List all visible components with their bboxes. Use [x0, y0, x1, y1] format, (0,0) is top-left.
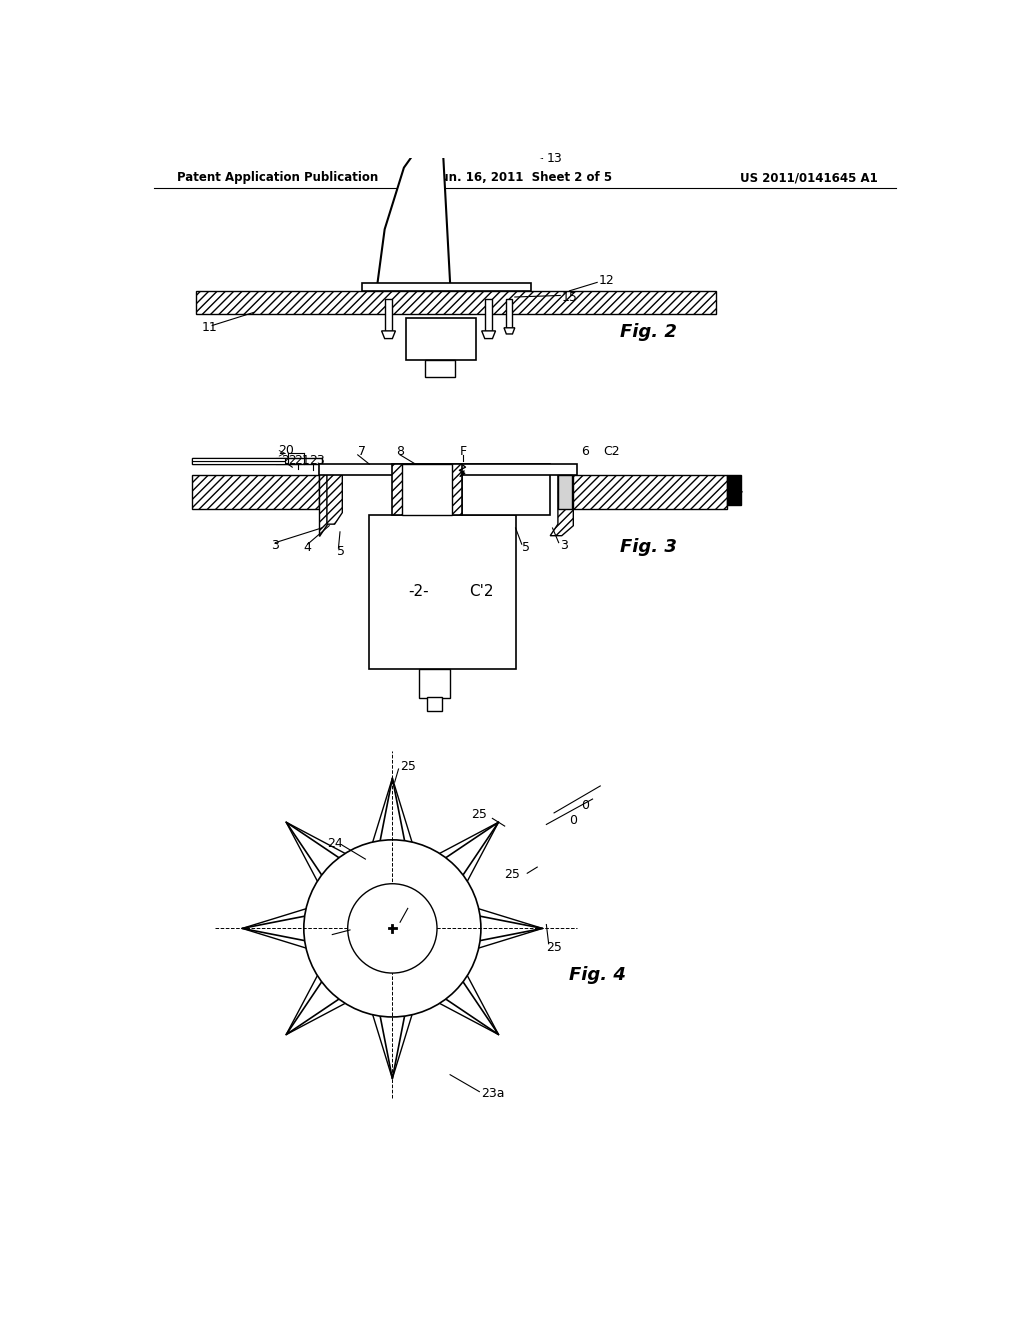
Text: 24: 24 — [315, 929, 331, 942]
Text: Fig. 4: Fig. 4 — [569, 966, 627, 983]
Text: 16: 16 — [422, 329, 437, 342]
Text: 14: 14 — [444, 338, 461, 351]
Text: 3: 3 — [560, 539, 568, 552]
Text: 7: 7 — [357, 445, 366, 458]
Text: 11: 11 — [202, 321, 217, 334]
Text: 22: 22 — [282, 454, 297, 467]
Text: 21: 21 — [295, 454, 310, 467]
Bar — [419, 669, 451, 698]
Circle shape — [348, 884, 437, 973]
Text: 8: 8 — [396, 445, 404, 458]
Text: 12: 12 — [599, 273, 614, 286]
Text: 25: 25 — [400, 760, 416, 774]
Text: 24: 24 — [408, 899, 424, 912]
Text: Fig. 3: Fig. 3 — [620, 539, 677, 556]
Text: -2-: -2- — [408, 585, 428, 599]
Text: 23: 23 — [309, 454, 325, 467]
Text: 4: 4 — [304, 541, 311, 554]
Polygon shape — [319, 466, 337, 536]
Text: 24: 24 — [327, 837, 343, 850]
Text: 25: 25 — [504, 869, 520, 882]
Text: Jun. 16, 2011  Sheet 2 of 5: Jun. 16, 2011 Sheet 2 of 5 — [437, 172, 612, 185]
Polygon shape — [243, 779, 543, 1078]
Bar — [370, 515, 515, 669]
Bar — [425, 360, 455, 378]
Text: 0: 0 — [581, 799, 589, 812]
Text: 5: 5 — [521, 541, 529, 554]
Polygon shape — [504, 327, 515, 334]
Bar — [462, 465, 550, 515]
Text: C2: C2 — [603, 445, 620, 458]
Bar — [401, 465, 453, 515]
Polygon shape — [550, 475, 573, 536]
Bar — [427, 697, 442, 711]
Bar — [484, 298, 493, 331]
Text: 25: 25 — [547, 941, 562, 954]
Bar — [193, 458, 322, 465]
Text: Fig. 2: Fig. 2 — [620, 322, 677, 341]
Bar — [385, 298, 392, 331]
Circle shape — [304, 840, 481, 1016]
Text: 0: 0 — [569, 814, 578, 828]
Text: 15: 15 — [562, 290, 578, 304]
Polygon shape — [327, 471, 342, 524]
Text: Patent Application Publication: Patent Application Publication — [177, 172, 378, 185]
Text: 23a: 23a — [481, 1088, 505, 1101]
Text: US 2011/0141645 A1: US 2011/0141645 A1 — [739, 172, 878, 185]
Polygon shape — [481, 331, 496, 339]
Bar — [573, 475, 727, 508]
Text: 20: 20 — [279, 444, 294, 457]
Bar — [558, 475, 571, 508]
Bar — [727, 475, 741, 506]
Bar — [506, 298, 512, 327]
Text: C'2: C'2 — [469, 585, 494, 599]
Bar — [193, 458, 285, 461]
Bar — [193, 475, 319, 508]
Text: 6: 6 — [581, 445, 589, 458]
Bar — [407, 318, 475, 360]
Text: 3: 3 — [271, 539, 280, 552]
Bar — [319, 465, 578, 475]
Text: 25: 25 — [472, 808, 487, 821]
Bar — [193, 461, 285, 465]
Polygon shape — [382, 331, 395, 339]
Text: F: F — [460, 445, 467, 458]
Text: 13: 13 — [547, 152, 562, 165]
Bar — [196, 290, 716, 314]
Bar — [361, 284, 531, 290]
Text: 5: 5 — [337, 545, 345, 557]
Polygon shape — [377, 133, 453, 290]
Bar — [392, 465, 462, 515]
